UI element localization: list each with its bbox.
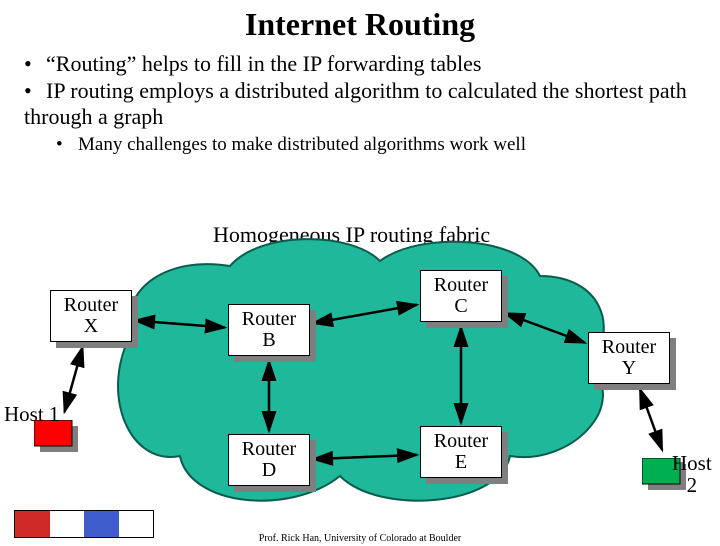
router-e: RouterE <box>420 426 502 478</box>
bullet-1: “Routing” helps to fill in the IP forwar… <box>46 51 481 76</box>
fabric-label: Homogeneous IP routing fabric <box>213 222 490 248</box>
router-x: RouterX <box>50 290 132 342</box>
router-c: RouterC <box>420 270 502 322</box>
router-d: RouterD <box>228 434 310 486</box>
sub-bullet: •Many challenges to make distributed alg… <box>56 135 720 156</box>
router-y: RouterY <box>588 332 670 384</box>
host-2-label: Host2 <box>672 452 712 496</box>
page-title: Internet Routing <box>0 6 720 43</box>
router-b: RouterB <box>228 304 310 356</box>
host-1-label: Host 1 <box>4 402 59 427</box>
footer-credit: Prof. Rick Han, University of Colorado a… <box>0 533 720 544</box>
bullet-list: •“Routing” helps to fill in the IP forwa… <box>24 51 696 129</box>
bullet-2: IP routing employs a distributed algorit… <box>24 78 687 128</box>
